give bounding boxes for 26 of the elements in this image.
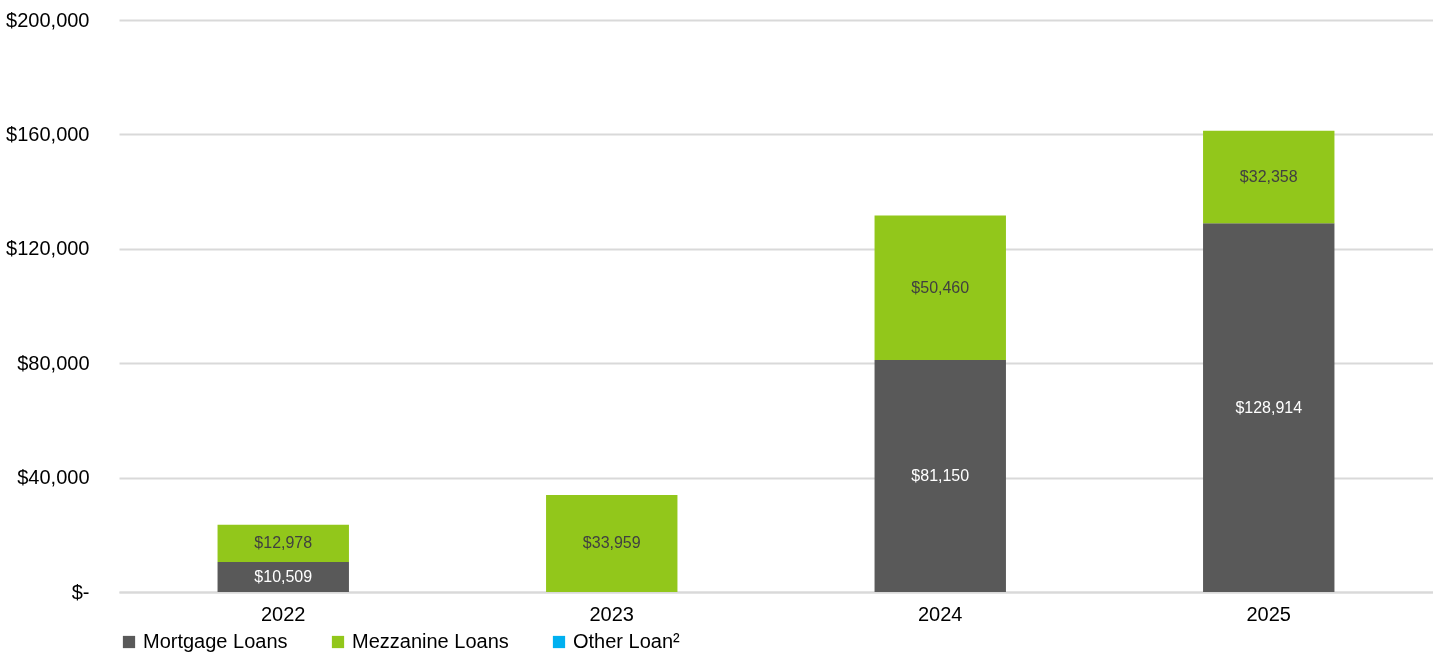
bar bbox=[546, 494, 678, 592]
x-tick-label: 2024 bbox=[918, 602, 963, 625]
legend-label: Mortgage Loans bbox=[143, 630, 288, 652]
legend-label: Other Loan² bbox=[573, 630, 681, 652]
data-label: $81,150 bbox=[911, 466, 970, 484]
data-label: $50,460 bbox=[911, 278, 970, 296]
data-label: $10,509 bbox=[254, 567, 313, 585]
data-label: $128,914 bbox=[1235, 398, 1303, 416]
data-label: $33,959 bbox=[582, 534, 641, 552]
y-tick-label: $200,000 bbox=[6, 8, 90, 31]
y-tick-label: $40,000 bbox=[17, 466, 90, 489]
bar bbox=[217, 524, 349, 562]
x-tick-label: 2022 bbox=[261, 602, 306, 625]
legend-label: Mezzanine Loans bbox=[352, 630, 509, 652]
x-tick-label: 2023 bbox=[589, 602, 634, 625]
bar bbox=[874, 215, 1006, 360]
data-label: $32,358 bbox=[1239, 168, 1298, 186]
bar bbox=[874, 359, 1006, 592]
y-tick-label: $- bbox=[71, 580, 90, 603]
y-tick-label: $80,000 bbox=[17, 351, 90, 374]
x-tick-label: 2025 bbox=[1246, 602, 1291, 625]
bar bbox=[1203, 223, 1335, 592]
y-tick-label: $160,000 bbox=[6, 122, 90, 145]
data-label: $12,978 bbox=[254, 534, 313, 552]
y-tick-label: $120,000 bbox=[6, 237, 90, 260]
bar bbox=[1203, 130, 1335, 224]
